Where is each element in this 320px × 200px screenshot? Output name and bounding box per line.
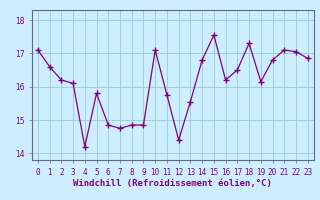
X-axis label: Windchill (Refroidissement éolien,°C): Windchill (Refroidissement éolien,°C) (73, 179, 272, 188)
